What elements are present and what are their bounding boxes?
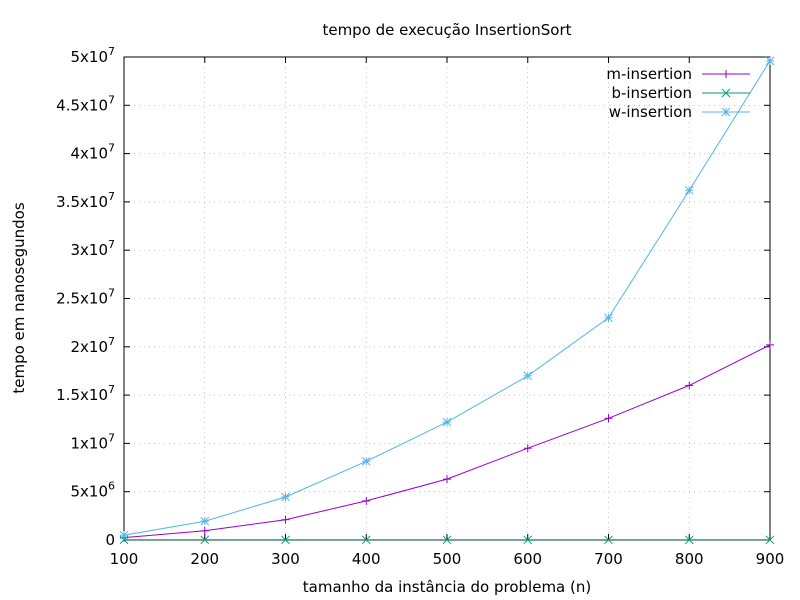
y-tick-label: 5x107 <box>70 45 115 66</box>
y-tick-label: 1x107 <box>70 431 115 452</box>
series-w-insertion <box>119 56 775 540</box>
y-tick-label: 3x107 <box>70 238 115 259</box>
data-point <box>685 381 694 390</box>
data-point <box>442 535 452 545</box>
series-line <box>123 344 771 539</box>
x-tick-label: 600 <box>513 550 542 568</box>
data-point <box>523 535 533 545</box>
y-tick-label: 4.5x107 <box>56 93 115 114</box>
legend-marker <box>722 70 730 78</box>
x-tick-label: 700 <box>594 550 623 568</box>
x-tick-label: 200 <box>190 550 219 568</box>
chart-title: tempo de execução InsertionSort <box>322 21 571 39</box>
data-point <box>442 417 452 427</box>
data-point <box>200 516 210 526</box>
x-tick-label: 900 <box>756 550 785 568</box>
data-point <box>281 535 290 545</box>
y-tick-label: 2x107 <box>70 335 115 356</box>
data-point <box>765 56 775 66</box>
y-tick-label: 4x107 <box>70 142 115 163</box>
y-axis-title: tempo em nanosegundos <box>10 202 28 393</box>
legend-label: b-insertion <box>611 84 692 102</box>
data-point <box>684 535 694 545</box>
legend-label: m-insertion <box>606 65 692 83</box>
x-tick-label: 300 <box>271 550 300 568</box>
data-point <box>200 526 209 535</box>
legend-label: w-insertion <box>609 103 692 121</box>
data-point <box>362 496 371 505</box>
x-tick-label: 800 <box>675 550 704 568</box>
y-tick-label: 2.5x107 <box>56 287 115 308</box>
x-tick-label: 400 <box>352 550 381 568</box>
data-point <box>523 444 532 453</box>
data-point <box>523 371 533 381</box>
data-point <box>443 475 451 484</box>
data-point <box>200 535 210 545</box>
legend-marker <box>721 107 731 117</box>
y-tick-label: 3.5x107 <box>56 190 115 211</box>
gridlines <box>124 57 770 540</box>
data-point <box>281 515 290 524</box>
legend-marker <box>721 88 731 98</box>
y-tick-label: 0 <box>105 531 115 549</box>
x-axis-title: tamanho da instância do problema (n) <box>303 578 591 596</box>
y-tick-label: 1.5x107 <box>56 383 115 404</box>
data-point <box>766 340 774 349</box>
y-tick-label: 5x106 <box>70 480 115 501</box>
data-point <box>765 535 775 545</box>
axis-ticks: 100 200 300 400 500 600 700 800 900 0 5x106 1x107 1.… <box>56 45 784 568</box>
data-point <box>604 414 613 423</box>
data-point <box>684 185 694 195</box>
data-point <box>361 456 371 466</box>
data-point <box>604 313 613 323</box>
data-point <box>119 530 129 540</box>
data-point <box>604 535 613 545</box>
series-layer <box>119 56 775 545</box>
data-point <box>361 535 371 545</box>
x-tick-label: 500 <box>433 550 462 568</box>
x-tick-label: 100 <box>110 550 139 568</box>
series-b-insertion <box>119 535 775 545</box>
series-m-insertion <box>120 340 774 542</box>
data-point <box>281 492 290 502</box>
